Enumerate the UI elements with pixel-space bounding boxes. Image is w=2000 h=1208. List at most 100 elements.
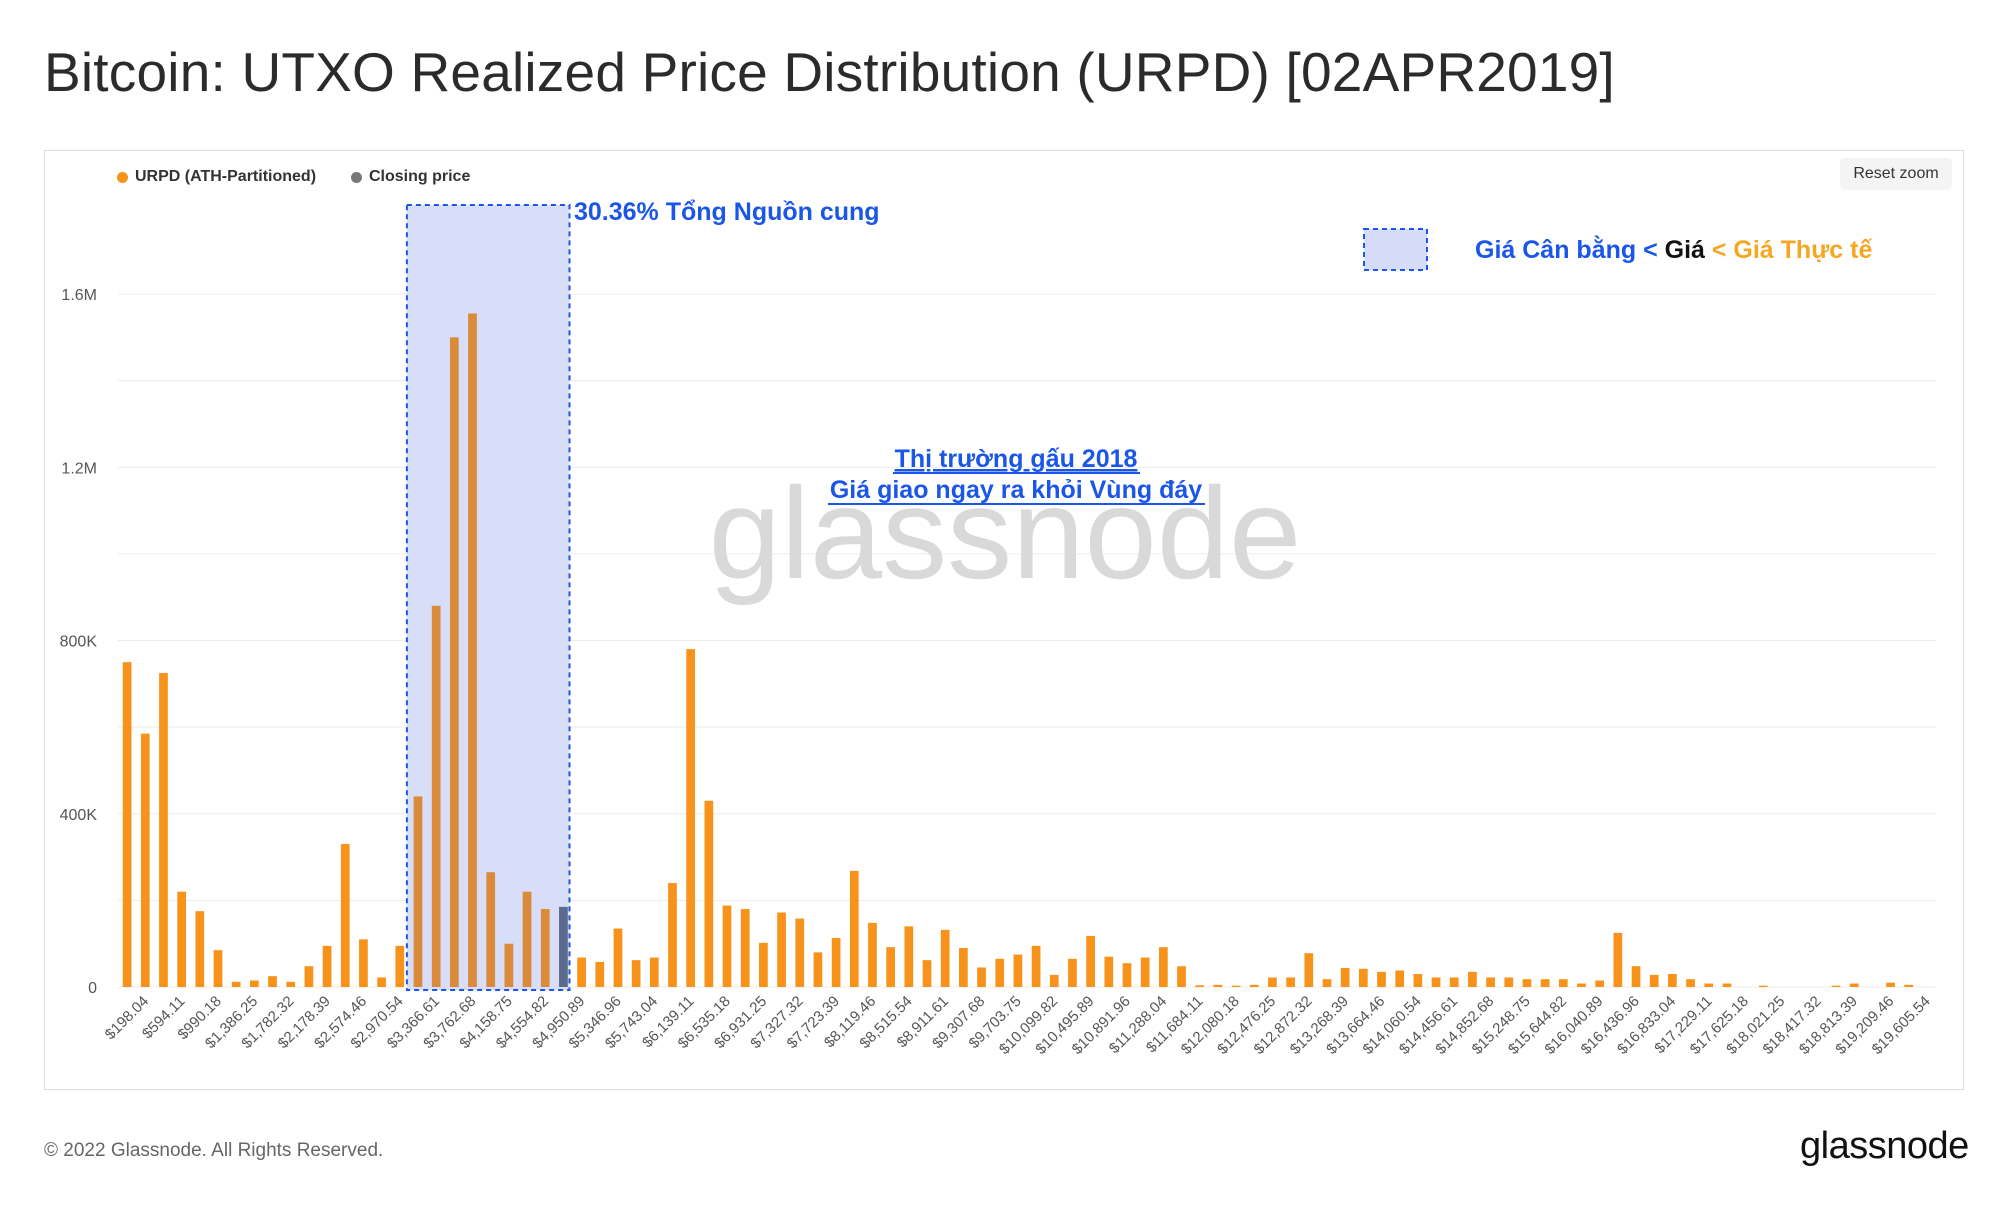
- urpd-bar[interactable]: [1140, 957, 1150, 987]
- urpd-bar[interactable]: [122, 662, 132, 987]
- urpd-bar[interactable]: [1104, 956, 1114, 987]
- urpd-bar[interactable]: [1340, 967, 1350, 987]
- bear-market-annotation-line2: Giá giao ngay ra khỏi Vùng đáy: [830, 476, 1202, 504]
- urpd-bar[interactable]: [595, 961, 605, 987]
- urpd-bar[interactable]: [359, 939, 368, 987]
- urpd-bar[interactable]: [340, 844, 350, 987]
- urpd-bar[interactable]: [1631, 966, 1641, 987]
- urpd-bar[interactable]: [1504, 977, 1514, 987]
- urpd-bar[interactable]: [1358, 968, 1368, 987]
- urpd-bar[interactable]: [613, 928, 623, 987]
- reset-zoom-button[interactable]: Reset zoom: [1840, 158, 1952, 190]
- urpd-bar[interactable]: [959, 948, 968, 987]
- urpd-bar[interactable]: [668, 883, 677, 987]
- urpd-bar[interactable]: [213, 950, 223, 987]
- urpd-bar[interactable]: [1049, 974, 1059, 987]
- urpd-bar[interactable]: [1377, 971, 1386, 987]
- zone-legend-box: [1363, 228, 1428, 271]
- urpd-bar[interactable]: [395, 945, 405, 987]
- urpd-bar[interactable]: [649, 957, 659, 987]
- urpd-bar[interactable]: [231, 981, 241, 987]
- urpd-bar[interactable]: [1213, 984, 1223, 987]
- urpd-bar[interactable]: [1395, 970, 1405, 987]
- urpd-bar[interactable]: [504, 943, 514, 987]
- urpd-bar[interactable]: [904, 926, 914, 987]
- urpd-bar[interactable]: [1886, 982, 1895, 987]
- urpd-bar[interactable]: [1086, 935, 1095, 987]
- urpd-bar[interactable]: [1613, 932, 1623, 987]
- urpd-bar[interactable]: [977, 967, 986, 987]
- urpd-bar[interactable]: [268, 976, 277, 987]
- urpd-bar[interactable]: [1686, 979, 1695, 987]
- urpd-bar[interactable]: [704, 800, 714, 987]
- legend-item-closing[interactable]: Closing price: [351, 168, 470, 186]
- legend-item-urpd[interactable]: URPD (ATH-Partitioned): [117, 168, 316, 186]
- urpd-bar[interactable]: [540, 909, 550, 987]
- urpd-bar[interactable]: [1668, 974, 1677, 987]
- urpd-bar[interactable]: [1013, 954, 1023, 987]
- urpd-bar[interactable]: [1595, 980, 1605, 988]
- urpd-bar[interactable]: [1649, 974, 1659, 987]
- urpd-bar[interactable]: [777, 912, 786, 988]
- urpd-bar[interactable]: [1540, 979, 1550, 987]
- urpd-bar[interactable]: [1249, 984, 1259, 987]
- urpd-bar[interactable]: [1231, 985, 1241, 987]
- urpd-bar[interactable]: [922, 960, 932, 987]
- urpd-bar[interactable]: [449, 337, 459, 987]
- urpd-bar[interactable]: [1158, 947, 1168, 987]
- urpd-bar[interactable]: [1522, 979, 1532, 987]
- urpd-bar[interactable]: [1849, 983, 1859, 987]
- urpd-bar[interactable]: [1468, 971, 1477, 987]
- urpd-bar[interactable]: [286, 981, 296, 987]
- urpd-bar[interactable]: [1068, 958, 1077, 987]
- urpd-bar[interactable]: [377, 977, 386, 987]
- urpd-bar[interactable]: [431, 605, 441, 987]
- urpd-bar[interactable]: [522, 891, 532, 987]
- urpd-bar[interactable]: [140, 733, 150, 987]
- urpd-bar[interactable]: [159, 672, 168, 987]
- urpd-bar[interactable]: [631, 960, 641, 987]
- urpd-bar[interactable]: [1431, 977, 1441, 987]
- urpd-bar[interactable]: [1322, 979, 1332, 987]
- urpd-bar[interactable]: [1304, 953, 1314, 987]
- urpd-bar[interactable]: [322, 945, 332, 987]
- y-axis-ticks: 0 400K 800K 1.2M 1.6M: [60, 287, 98, 997]
- urpd-bar[interactable]: [195, 911, 205, 987]
- urpd-bar[interactable]: [813, 952, 823, 987]
- urpd-bar[interactable]: [468, 313, 477, 987]
- urpd-bar[interactable]: [940, 929, 950, 987]
- urpd-bar[interactable]: [1722, 983, 1732, 987]
- urpd-bar[interactable]: [304, 966, 314, 987]
- urpd-bar[interactable]: [177, 891, 186, 987]
- urpd-bar[interactable]: [849, 870, 859, 987]
- urpd-bar[interactable]: [1195, 985, 1205, 987]
- urpd-bar[interactable]: [868, 922, 877, 987]
- urpd-bar[interactable]: [1577, 983, 1586, 987]
- urpd-bar[interactable]: [577, 957, 586, 987]
- urpd-bar[interactable]: [1031, 945, 1041, 987]
- urpd-bar[interactable]: [1268, 977, 1277, 987]
- urpd-bar[interactable]: [831, 938, 841, 987]
- urpd-bar[interactable]: [886, 947, 896, 987]
- urpd-bar[interactable]: [413, 796, 423, 987]
- urpd-bar[interactable]: [1413, 974, 1423, 987]
- urpd-bar[interactable]: [686, 649, 696, 987]
- urpd-bar[interactable]: [1286, 977, 1295, 987]
- urpd-bar[interactable]: [722, 905, 732, 987]
- urpd-bar[interactable]: [1704, 983, 1714, 987]
- urpd-bar[interactable]: [1831, 985, 1841, 987]
- urpd-bar[interactable]: [995, 958, 1005, 987]
- urpd-bar[interactable]: [740, 909, 750, 987]
- urpd-bar[interactable]: [1122, 963, 1132, 987]
- urpd-bar[interactable]: [759, 942, 768, 987]
- urpd-bar[interactable]: [795, 918, 805, 987]
- urpd-bar[interactable]: [1558, 979, 1568, 987]
- urpd-bar[interactable]: [1758, 985, 1768, 987]
- urpd-bar[interactable]: [1177, 966, 1186, 987]
- urpd-bar[interactable]: [249, 980, 259, 988]
- urpd-bar[interactable]: [1486, 977, 1495, 987]
- urpd-bar[interactable]: [1904, 984, 1914, 987]
- urpd-bar[interactable]: [486, 872, 496, 987]
- urpd-bar[interactable]: [1449, 977, 1459, 987]
- closing-price-bar[interactable]: [559, 906, 568, 987]
